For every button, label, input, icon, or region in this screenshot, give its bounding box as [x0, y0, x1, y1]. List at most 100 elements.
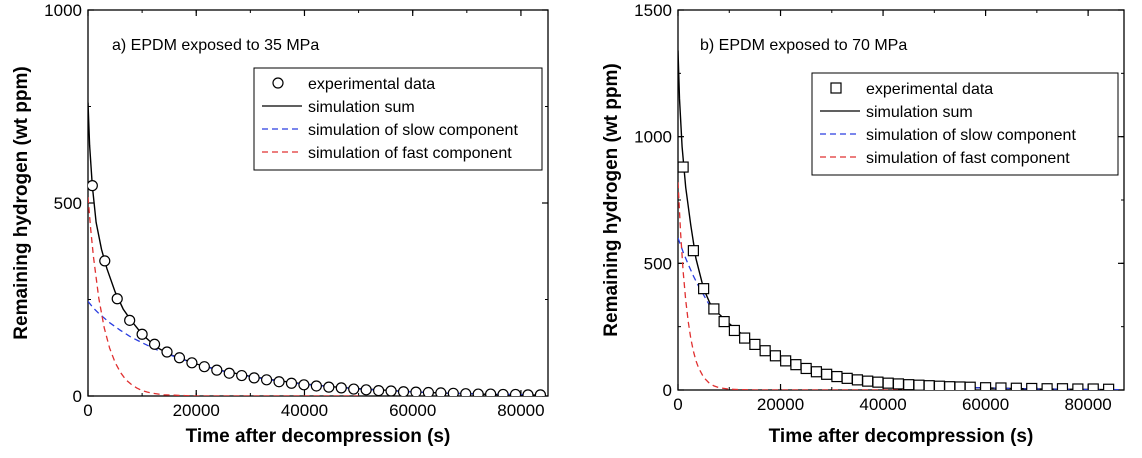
- data-point: [933, 380, 946, 390]
- data-point: [422, 386, 434, 396]
- data-point: [1041, 383, 1053, 390]
- data-point: [460, 388, 472, 396]
- data-point: [728, 324, 740, 337]
- data-point: [882, 377, 894, 389]
- data-point: [397, 386, 410, 396]
- x-tick-label: 60000: [962, 395, 1009, 414]
- legend-label: experimental data: [866, 81, 993, 98]
- x-tick-label: 40000: [859, 395, 906, 414]
- y-tick-label: 500: [54, 194, 82, 213]
- legend-label: simulation sum: [308, 99, 415, 116]
- data-point: [1087, 383, 1099, 390]
- legend-label: simulation of fast component: [308, 145, 512, 162]
- data-point: [810, 366, 823, 378]
- data-point: [248, 372, 260, 384]
- legend-label: simulation of slow component: [866, 127, 1076, 144]
- data-point: [310, 380, 322, 392]
- data-point: [1072, 383, 1084, 390]
- data-point: [831, 370, 843, 383]
- data-point: [88, 180, 98, 192]
- data-point: [995, 382, 1007, 390]
- data-point: [862, 375, 874, 387]
- data-point: [851, 374, 864, 386]
- data-point: [99, 255, 111, 267]
- data-point: [1010, 382, 1022, 390]
- y-tick-label: 0: [73, 387, 82, 406]
- legend-frame: [253, 67, 543, 171]
- legend-item-experimental-data: experimental data: [830, 81, 993, 98]
- data-point: [1056, 383, 1069, 390]
- data-point: [687, 245, 699, 257]
- legend-frame: [811, 72, 1119, 176]
- data-point: [749, 338, 761, 350]
- data-point: [323, 381, 335, 393]
- data-point: [211, 364, 223, 376]
- data-point: [923, 380, 935, 390]
- plot-area: [88, 102, 547, 396]
- data-point: [979, 382, 992, 390]
- data-point: [223, 367, 235, 379]
- legend-item-simulation-of-fast-component: simulation of fast component: [820, 150, 1070, 167]
- legend-marker-square: [830, 82, 842, 94]
- data-point: [298, 379, 310, 391]
- y-tick-label: 1000: [634, 128, 672, 147]
- data-point: [111, 293, 123, 305]
- data-point: [236, 369, 248, 382]
- legend-item-simulation-sum: simulation sum: [262, 99, 415, 116]
- series-line-simulation-of-slow-component: [678, 237, 1119, 390]
- data-point: [534, 389, 547, 396]
- legend-label: simulation of slow component: [308, 122, 518, 139]
- data-point: [273, 376, 285, 388]
- data-point: [739, 332, 751, 344]
- x-tick-label: 80000: [497, 401, 544, 420]
- data-point: [841, 372, 853, 384]
- legend-item-simulation-of-slow-component: simulation of slow component: [262, 122, 518, 139]
- data-point: [509, 388, 522, 396]
- y-tick-label: 1000: [44, 1, 82, 20]
- legend-item-simulation-of-slow-component: simulation of slow component: [820, 127, 1076, 144]
- data-point: [260, 374, 273, 386]
- data-point: [872, 376, 884, 388]
- data-point: [285, 377, 298, 389]
- legend-item-experimental-data: experimental data: [272, 76, 435, 93]
- x-tick-label: 0: [673, 395, 682, 414]
- chart-panel-b: 0 20000 40000 60000 80000 0 500 1000 1500 Time af…: [601, 1, 1125, 447]
- data-point: [522, 389, 534, 396]
- legend-label: experimental data: [308, 76, 435, 93]
- legend: experimental data simulation sum simulatio…: [811, 72, 1119, 176]
- data-point: [964, 381, 976, 390]
- data-point: [385, 385, 397, 396]
- y-tick-label: 0: [663, 381, 672, 400]
- chart-panel-a: 0 20000 40000 60000 80000 0 500 1000 Time after …: [11, 1, 549, 447]
- data-point: [821, 368, 833, 380]
- data-point: [348, 383, 360, 395]
- data-point: [903, 379, 915, 390]
- x-tick-label: 40000: [281, 401, 328, 420]
- x-tick-label: 20000: [173, 401, 220, 420]
- data-point: [161, 346, 173, 358]
- data-point: [410, 386, 422, 396]
- data-point: [198, 361, 210, 373]
- data-point: [718, 316, 730, 328]
- panel-label: b) EPDM exposed to 70 MPa: [700, 37, 907, 54]
- x-axis-title: Time after decompression (s): [769, 426, 1034, 447]
- x-tick-label: 20000: [757, 395, 804, 414]
- panel-label: a) EPDM exposed to 35 MPa: [112, 37, 319, 54]
- data-point: [708, 303, 720, 315]
- data-point: [800, 362, 812, 375]
- data-point: [790, 359, 802, 371]
- data-point: [360, 384, 372, 396]
- y-axis-title: Remaining hydrogen (wt ppm): [11, 66, 32, 339]
- series-line-simulation-of-fast-component: [678, 182, 935, 390]
- legend-item-simulation-sum: simulation sum: [820, 104, 973, 121]
- data-point: [769, 350, 782, 362]
- data-point: [698, 283, 710, 295]
- data-point: [186, 357, 198, 369]
- data-point: [497, 388, 509, 396]
- data-point: [485, 388, 497, 396]
- data-point: [1103, 383, 1115, 390]
- legend-label: simulation of fast component: [866, 150, 1070, 167]
- data-point: [136, 328, 148, 340]
- data-point: [173, 352, 186, 364]
- legend-label: simulation sum: [866, 104, 973, 121]
